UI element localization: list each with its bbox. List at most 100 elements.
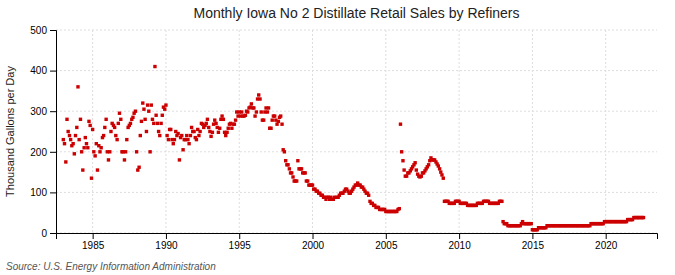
y-grid-line: [56, 111, 657, 112]
point: [73, 152, 76, 155]
point: [280, 122, 283, 125]
x-tick: 1995: [229, 233, 252, 251]
x-tick-label: 2010: [448, 240, 471, 251]
point: [218, 127, 221, 130]
point: [180, 134, 183, 137]
y-grid-line: [56, 192, 657, 193]
point: [161, 114, 164, 117]
point: [75, 126, 78, 129]
point: [68, 134, 71, 137]
point: [198, 130, 201, 133]
point: [69, 138, 72, 141]
point: [415, 168, 418, 171]
x-grid-line: [165, 30, 166, 233]
x-grid-line: [312, 30, 313, 233]
x-tick: 2015: [522, 233, 545, 251]
point: [124, 150, 127, 153]
point: [300, 167, 303, 170]
point: [145, 130, 148, 133]
x-tick-mark: [313, 233, 314, 239]
point: [192, 130, 195, 133]
point: [134, 110, 137, 113]
point: [205, 122, 208, 125]
point: [225, 131, 228, 134]
point: [413, 161, 416, 164]
x-tick-mark: [239, 233, 240, 239]
x-tick: 2010: [448, 233, 471, 251]
point: [71, 142, 74, 145]
point: [154, 114, 157, 117]
point: [267, 106, 270, 109]
point: [402, 168, 405, 171]
point: [81, 168, 84, 171]
y-tick: 200: [30, 147, 56, 158]
point: [118, 112, 121, 115]
point: [117, 122, 120, 125]
point: [284, 159, 287, 162]
point: [401, 159, 404, 162]
points: [62, 65, 646, 232]
point: [142, 107, 145, 110]
point: [303, 171, 306, 174]
y-grid-line: [56, 30, 657, 31]
point: [500, 200, 503, 203]
point: [147, 110, 150, 113]
point: [209, 135, 212, 138]
point: [114, 134, 117, 137]
point: [143, 118, 146, 121]
x-tick-mark: [93, 233, 94, 239]
point: [63, 142, 66, 145]
x-tick-mark: [386, 233, 387, 239]
point: [165, 134, 168, 137]
point: [91, 128, 94, 131]
point: [115, 138, 118, 141]
y-tick: 100: [30, 187, 56, 198]
point: [311, 183, 314, 186]
point: [442, 176, 445, 179]
point: [222, 118, 225, 121]
point: [234, 118, 237, 121]
y-tick-mark: [50, 192, 56, 193]
point: [288, 167, 291, 170]
x-grid-line: [92, 30, 93, 233]
point: [137, 166, 140, 169]
point: [85, 142, 88, 145]
y-tick: 400: [30, 65, 56, 76]
x-tick: 2005: [375, 233, 398, 251]
point: [82, 146, 85, 149]
point: [438, 167, 441, 170]
point: [189, 134, 192, 137]
point: [176, 132, 179, 135]
x-tick-label: 1995: [229, 240, 252, 251]
y-tick-label: 500: [30, 25, 47, 36]
chart: 1985199019952000200520102015202001002003…: [0, 0, 675, 275]
point: [77, 138, 80, 141]
y-tick-mark: [50, 71, 56, 72]
point: [266, 110, 269, 113]
point: [185, 134, 188, 137]
point: [220, 114, 223, 117]
point: [258, 97, 261, 100]
x-tick-label: 2005: [375, 240, 398, 251]
point: [187, 142, 190, 145]
point: [173, 138, 176, 141]
point: [279, 114, 282, 117]
point: [240, 110, 243, 113]
point: [103, 126, 106, 129]
y-tick: 0: [41, 228, 56, 239]
point: [253, 114, 256, 117]
point: [84, 136, 87, 139]
point: [178, 158, 181, 161]
point: [79, 118, 82, 121]
point: [169, 128, 172, 131]
point: [150, 103, 153, 106]
point: [158, 134, 161, 137]
y-tick-label: 400: [30, 65, 47, 76]
point: [65, 118, 68, 121]
point: [213, 118, 216, 121]
point: [227, 127, 230, 130]
x-grid-line: [532, 30, 533, 233]
point: [99, 146, 102, 149]
y-tick-mark: [50, 152, 56, 153]
point: [206, 118, 209, 121]
